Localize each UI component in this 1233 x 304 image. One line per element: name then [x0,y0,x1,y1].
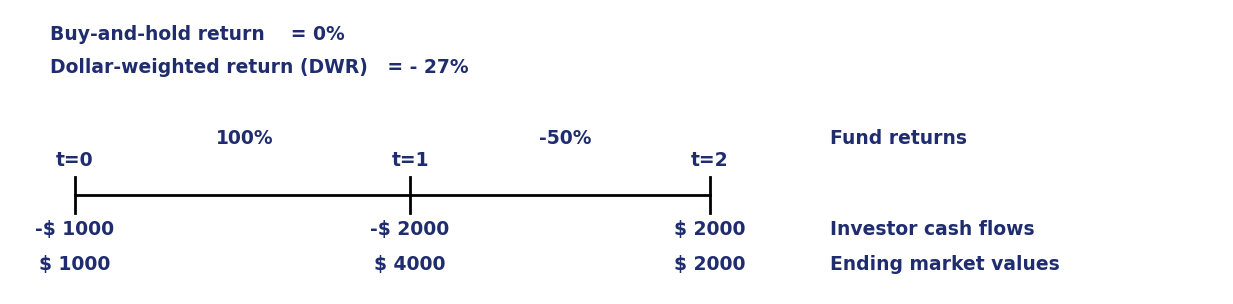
Text: t=1: t=1 [391,151,429,170]
Text: t=2: t=2 [692,151,729,170]
Text: Buy-and-hold return    = 0%: Buy-and-hold return = 0% [51,25,345,44]
Text: Dollar-weighted return (DWR)   = - 27%: Dollar-weighted return (DWR) = - 27% [51,58,469,77]
Text: 100%: 100% [216,129,274,148]
Text: Fund returns: Fund returns [830,129,967,148]
Text: t=0: t=0 [57,151,94,170]
Text: Ending market values: Ending market values [830,255,1059,274]
Text: Investor cash flows: Investor cash flows [830,220,1034,239]
Text: $ 1000: $ 1000 [39,255,111,274]
Text: -$ 2000: -$ 2000 [370,220,450,239]
Text: $ 2000: $ 2000 [674,220,746,239]
Text: -$ 1000: -$ 1000 [36,220,115,239]
Text: $ 2000: $ 2000 [674,255,746,274]
Text: -50%: -50% [539,129,592,148]
Text: $ 4000: $ 4000 [375,255,446,274]
